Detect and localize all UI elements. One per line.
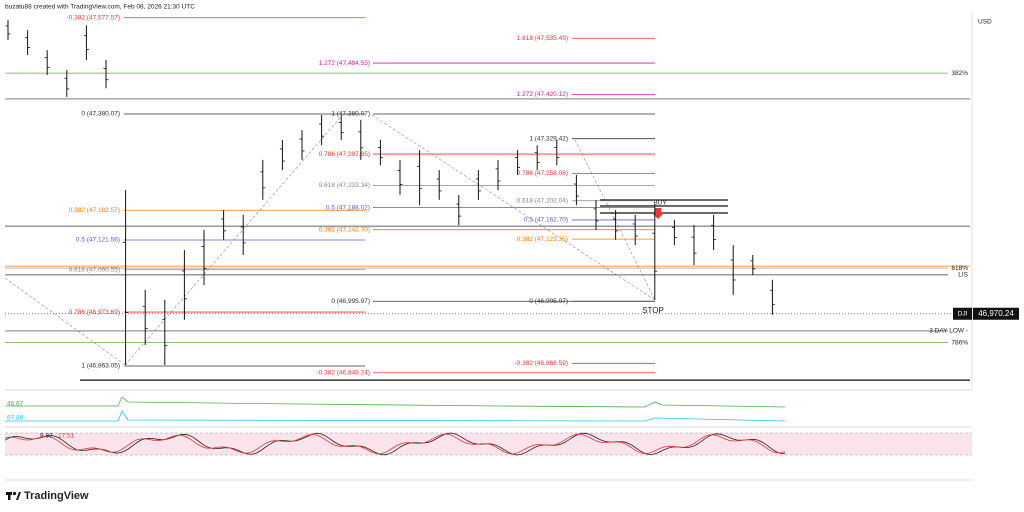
fib-label: -0.382 (46,868.59) [515,360,568,367]
volume-a-label: 46.67 [7,401,24,408]
volume-b-label: 67.88 [7,415,24,422]
fib-label: 1.272 (47,484.55) [319,60,370,67]
volume-line-a [5,396,786,408]
logo-icon [6,491,21,500]
buy-arrow [652,208,664,219]
fib-label: 0.618 (47,202.04) [517,197,568,204]
fib-label: 0.786 (46,973.69) [69,309,120,316]
fib-label: 0 (46,995.97) [331,298,370,305]
level-label: LIS [958,272,968,279]
buy-label: BUY [653,200,667,207]
symbol-label: DJI [958,310,968,317]
swing-lines [4,114,656,366]
price-tag-label: 46,970.24 [978,309,1014,318]
fib-label: 0.5 (47,121.56) [76,237,120,244]
credit: buzatu88 created with TradingView.com, F… [5,4,195,11]
fib-label: 0.5 (47,188.02) [326,204,370,211]
fib-label: 1 (47,329.42) [529,135,568,142]
fib-label: 0.786 (47,297.85) [319,151,370,158]
fib-label: 1.272 (47,420.12) [517,91,568,98]
level-label: 3 DAY LOW - [929,328,968,335]
stop-label: STOP [642,306,664,315]
fib-label: 0.618 (47,060.55) [69,266,120,273]
fib-label: 1 (46,863.05) [81,363,120,370]
fib-label: 0.382 (47,123.35) [517,236,568,243]
currency: USD [978,19,992,26]
stoch-d-label: 17.51 [58,433,75,440]
stoch-k [4,432,786,456]
fib-label: 0.382 (47,182.57) [69,207,120,214]
fib-label: 0.5 (47,162.70) [524,217,568,224]
fib-label: -0.382 (47,577.57) [67,14,120,21]
stoch-k-label: 9.87 [40,433,53,440]
level-label: 382% [951,70,968,77]
fib-label: 0.786 (47,258.06) [517,170,568,177]
symbol-tag [953,307,972,320]
fib-label: 1.618 (47,535.49) [517,35,568,42]
fib-label: 0 (47,380.07) [81,111,120,118]
fib-label: 1 (47,380.07) [331,111,370,118]
footer-brand: TradingView [24,490,89,502]
level-label: 786% [951,339,968,346]
fib-label: 0.618 (47,233.34) [319,182,370,189]
level-label: 618% [951,265,968,272]
volume-line-b [5,410,786,422]
price-tag [973,307,1019,320]
stoch-d [4,433,786,455]
fib-label: 0.382 (47,142.70) [319,226,370,233]
fib-label: -0.382 (46,849.24) [317,369,370,376]
fib-label: 0 (46,995.97) [529,298,568,305]
